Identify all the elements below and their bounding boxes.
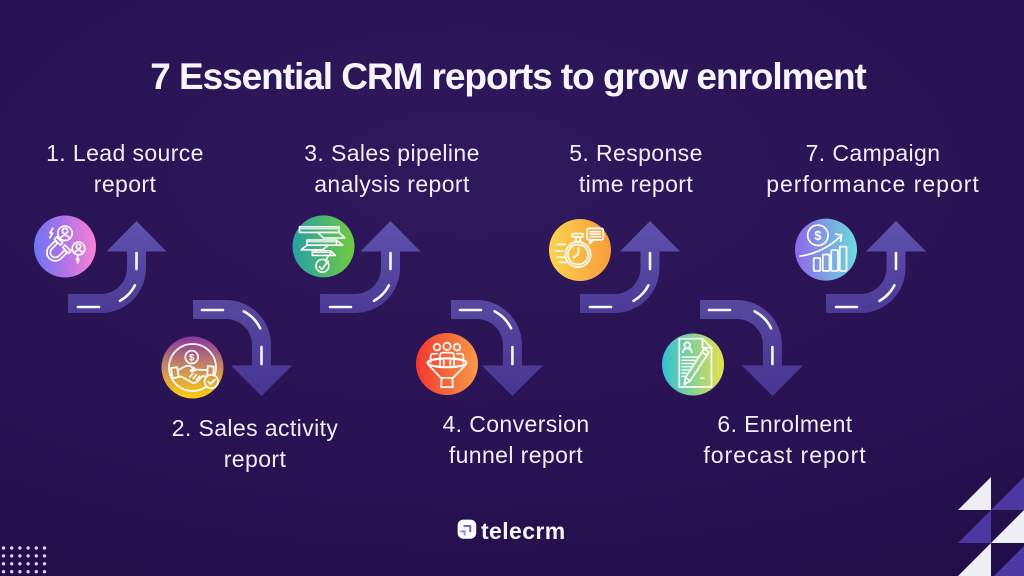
- svg-text:$: $: [814, 228, 822, 243]
- svg-text:$: $: [189, 352, 195, 363]
